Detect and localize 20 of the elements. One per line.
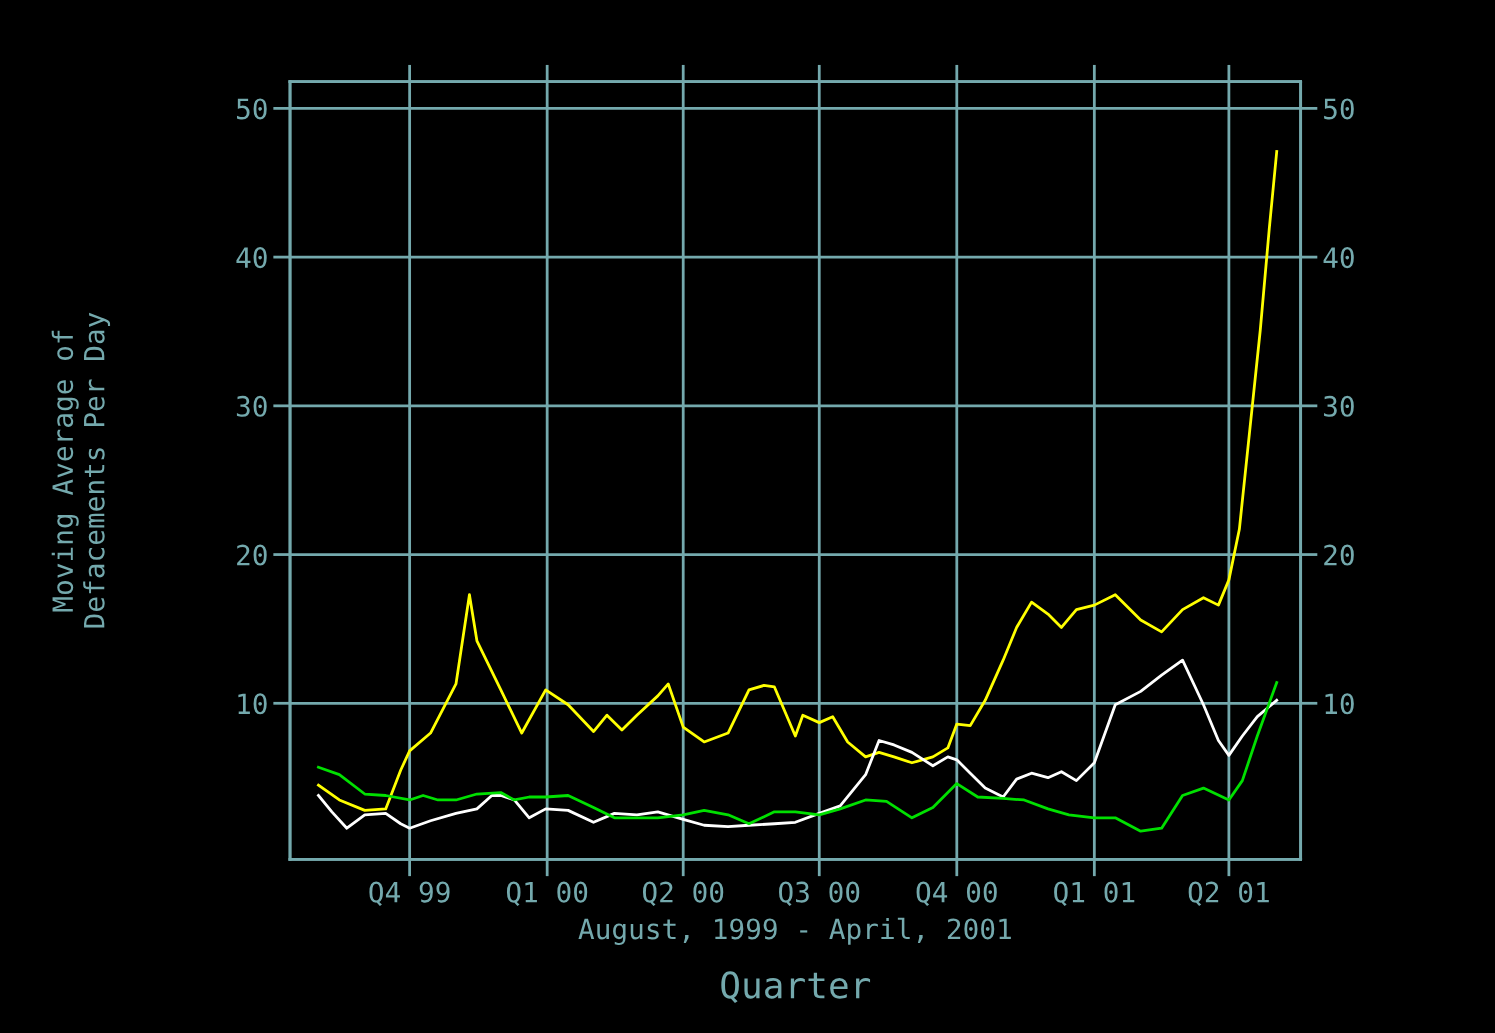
y-tick-label: 20: [237, 544, 267, 566]
x-tick-label: Q1 00: [506, 881, 588, 906]
x-tick-label: Q4 99: [369, 881, 450, 906]
y2-tick-label: 40: [1323, 247, 1354, 269]
y2-tick-label: 30: [1324, 395, 1354, 417]
y2-tick-label: 50: [1324, 98, 1354, 120]
y-tick-label: 10: [238, 693, 267, 715]
x-tick-label: Q4 00: [916, 881, 997, 906]
x-axis-title: Quarter: [721, 971, 871, 1003]
text: August, 1999 - April, 2001: [578, 917, 1011, 946]
y2-tick-label: 20: [1324, 544, 1354, 566]
y2-tick-label: 10: [1325, 693, 1354, 715]
x-tick-label: Q1 01: [1054, 881, 1135, 906]
x-tick-label: Q3 00: [779, 881, 860, 906]
y-tick-label: 40: [236, 247, 267, 269]
x-tick-label: Q2 01: [1188, 881, 1269, 906]
y-tick-label: 50: [237, 98, 267, 120]
y-tick-label: 30: [236, 395, 267, 417]
x-tick-label: Q2 00: [643, 881, 724, 906]
y-axis-title: Moving Average of Defacements Per Day: [51, 312, 111, 628]
